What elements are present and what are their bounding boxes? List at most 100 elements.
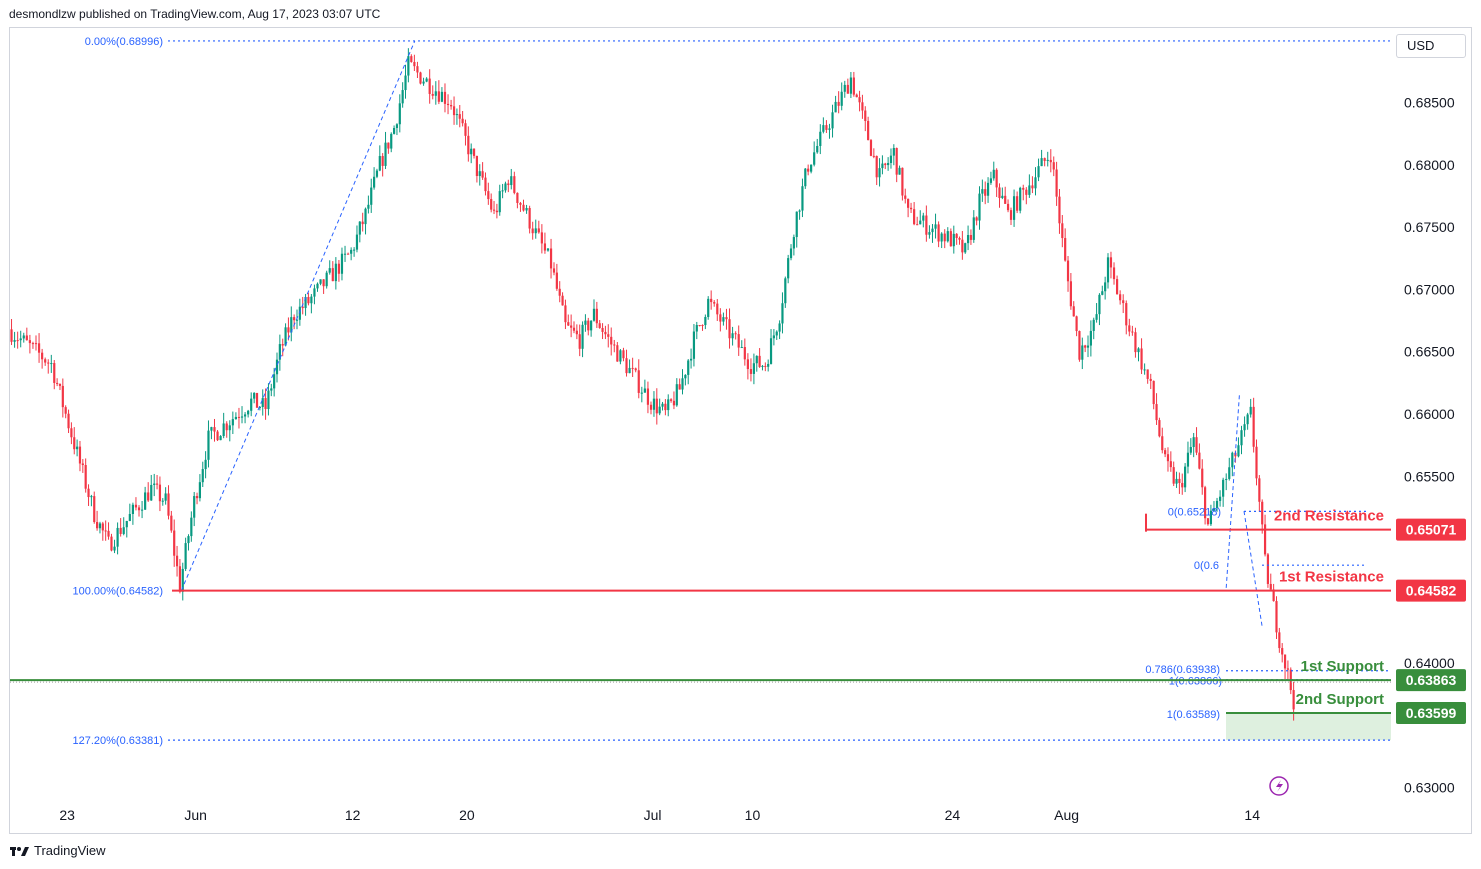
candle-body [795, 211, 798, 238]
candle-body [1001, 195, 1004, 199]
candle-body [1169, 461, 1172, 468]
candle-body [364, 208, 367, 225]
candle-body [1201, 468, 1204, 488]
candle-body [919, 220, 922, 225]
fib-trend-line [1243, 511, 1263, 626]
candle-body [1115, 279, 1119, 295]
candle-body [1012, 196, 1016, 220]
candle-body [228, 425, 231, 431]
candle-body [1061, 223, 1064, 239]
x-tick-label: 24 [945, 807, 961, 823]
candle-body [446, 103, 450, 106]
candle-body [1140, 348, 1143, 370]
candle-body [1131, 331, 1134, 333]
candle-body [592, 308, 596, 321]
candle-body [443, 91, 447, 104]
candle-body [725, 317, 728, 320]
candle-body [372, 176, 376, 188]
candle-body [1019, 187, 1022, 211]
candle-body [1095, 314, 1098, 320]
candle-body [122, 527, 125, 534]
candle-body [1022, 187, 1025, 190]
currency-selector[interactable]: USD [1396, 34, 1466, 58]
candle-body [828, 128, 831, 130]
candle-body [598, 323, 601, 328]
candle-body [128, 513, 131, 521]
candle-body [1195, 437, 1198, 453]
candle-body [225, 423, 228, 431]
candle-body [1081, 345, 1084, 360]
candle-body [84, 465, 87, 489]
candle-body [949, 231, 952, 247]
candle-body [173, 530, 176, 556]
price-badge [1396, 579, 1466, 602]
candle-body [378, 156, 381, 171]
candle-body [395, 124, 399, 128]
candle-body [144, 492, 147, 510]
candle-body [1212, 508, 1216, 511]
candle-body [495, 210, 498, 213]
candle-body [872, 155, 875, 157]
candle-body [861, 102, 864, 111]
candle-body [210, 427, 213, 431]
candle-body [716, 303, 719, 315]
candle-body [822, 125, 825, 132]
candle-body [261, 398, 264, 408]
candle-body [464, 123, 467, 136]
candle-body [475, 155, 479, 177]
candle-body [490, 199, 493, 210]
lightning-icon[interactable] [1269, 776, 1289, 796]
candle-body [966, 235, 970, 244]
candle-body [555, 272, 558, 289]
candle-body [1283, 654, 1287, 669]
level-label: 2nd Support [1296, 691, 1384, 708]
candle-body [422, 81, 425, 84]
candle-body [140, 509, 144, 511]
candle-body [1122, 300, 1125, 304]
candle-body [601, 327, 604, 332]
candle-body [869, 140, 873, 156]
candle-body [622, 350, 625, 359]
candle-body [737, 334, 740, 348]
candle-body [672, 400, 676, 406]
candle-body [1278, 632, 1281, 649]
candle-body [1037, 166, 1040, 178]
candle-body [119, 527, 122, 534]
candle-body [470, 148, 473, 155]
candle-body [731, 333, 734, 339]
candle-body [147, 492, 150, 501]
candle-body [986, 182, 990, 196]
y-tick-label: 0.66000 [1404, 406, 1455, 422]
footer-brand[interactable]: TradingView [10, 843, 106, 858]
candle-body [195, 496, 199, 499]
candle-body [73, 437, 76, 450]
candle-body [701, 325, 704, 327]
candle-body [234, 416, 238, 420]
candle-body [355, 234, 359, 250]
candle-body [78, 446, 82, 464]
candle-body [1172, 467, 1175, 484]
candle-body [889, 155, 893, 164]
candle-body [1186, 452, 1190, 467]
candle-body [855, 94, 858, 98]
candle-body [310, 296, 313, 304]
price-badge [1396, 669, 1466, 692]
candle-body [916, 224, 919, 226]
y-tick-label: 0.67000 [1404, 281, 1455, 297]
candle-body [1052, 162, 1055, 170]
candle-body [975, 217, 978, 221]
candle-body [1175, 478, 1178, 484]
candle-body [413, 61, 416, 67]
candle-body [528, 207, 531, 229]
candle-body [501, 190, 504, 192]
candle-body [1252, 406, 1255, 447]
candle-body [943, 233, 946, 242]
candle-body [64, 407, 67, 414]
candle-body [153, 483, 156, 485]
candle-body [434, 91, 437, 96]
candle-body [892, 148, 895, 156]
candle-body [131, 504, 134, 514]
candle-body [898, 167, 901, 175]
candle-body [87, 488, 90, 498]
